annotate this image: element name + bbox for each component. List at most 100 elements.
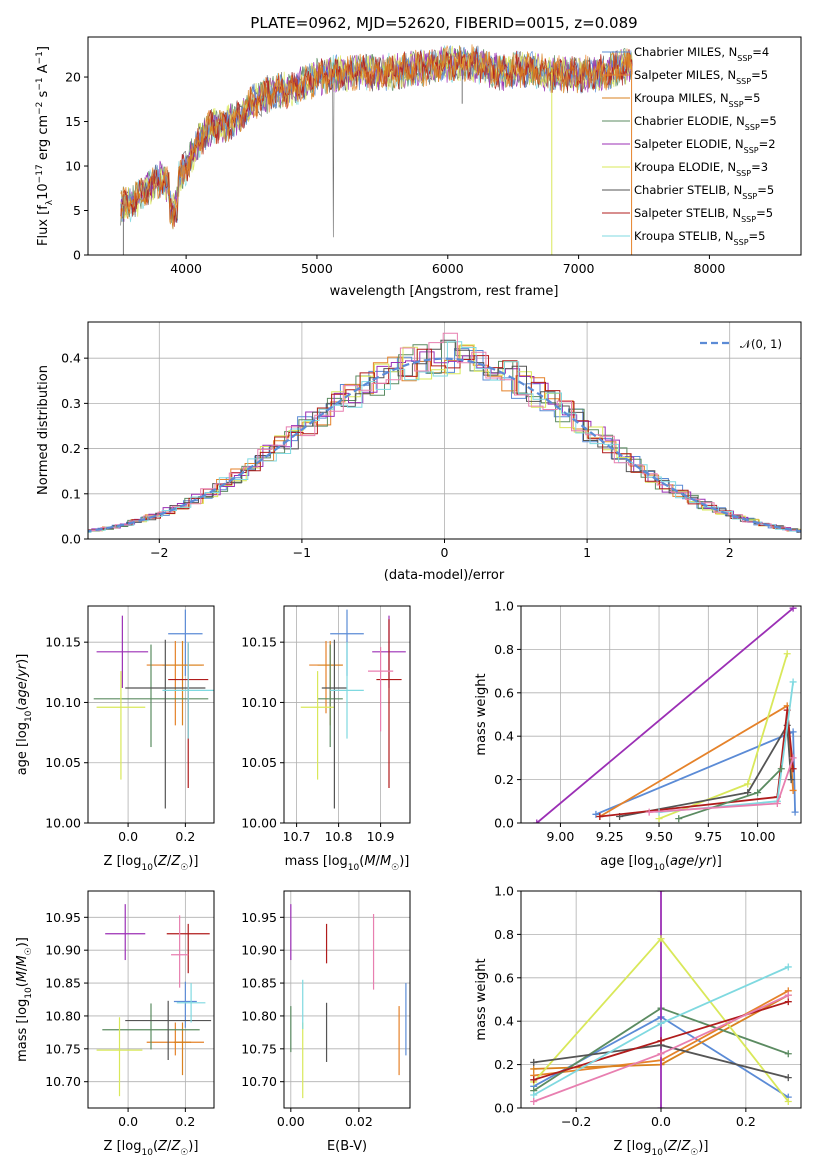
mass-weight-marker	[657, 1037, 665, 1045]
x-tick-label: 0.0	[118, 829, 138, 844]
mass-weight-marker	[530, 1058, 538, 1066]
y-tick-label: 20	[65, 70, 81, 85]
y-tick-label: 0.4	[61, 351, 81, 366]
x-tick-label: 4000	[170, 261, 202, 276]
x-axis-label: wavelength [Angstrom, rest frame]	[330, 284, 559, 299]
mass-weight-marker	[657, 1019, 665, 1027]
y-tick-label: 0.4	[494, 729, 514, 744]
mass-weight-marker	[787, 776, 795, 784]
mass-weight-marker	[657, 891, 665, 895]
histogram-step	[88, 332, 801, 533]
x-axis-label: Z [log10(Z/Z☉)]	[614, 1139, 709, 1158]
mass-weight-line	[619, 722, 792, 818]
errorbar-point	[300, 671, 335, 780]
legend-entry: Kroupa STELIB, NSSP=5	[634, 229, 765, 247]
age-vs-mass-panel: 10.7 10.8 10.9 10.00 10.05 10.10 10.15 mass [lo…	[241, 605, 411, 873]
y-tick-label: 10.95	[241, 910, 277, 925]
y-tick-label: 0.6	[494, 685, 514, 700]
x-tick-label: 10.7	[283, 829, 311, 844]
x-tick-label: 9.00	[547, 829, 575, 844]
y-tick-label: 10.75	[241, 1041, 277, 1056]
mass-weight-line	[536, 607, 794, 823]
y-tick-label: 10.05	[241, 755, 277, 770]
y-tick-label: 0	[73, 248, 81, 263]
legend-entry: Kroupa ELODIE, NSSP=3	[634, 160, 768, 178]
x-tick-label: 10.00	[740, 829, 776, 844]
errorbar-point	[105, 904, 146, 961]
plot-area	[530, 891, 792, 1108]
mass-weight-marker	[657, 935, 665, 943]
y-tick-label: 10.90	[241, 943, 277, 958]
x-tick-label: 8000	[694, 261, 726, 276]
y-tick-label: 0.3	[61, 396, 81, 411]
mass-weight-marker	[784, 1097, 792, 1105]
y-tick-label: 1.0	[494, 599, 514, 614]
errorbar-point	[176, 983, 206, 1023]
y-axis-label: mass weight	[474, 958, 489, 1040]
mass-weight-marker	[530, 1097, 538, 1105]
y-tick-label: 10.85	[45, 976, 81, 991]
errorbar-point	[171, 915, 189, 988]
x-tick-label: 10.8	[325, 829, 353, 844]
mass-vs-metallicity-panel: 0.0 0.2 10.70 10.75 10.80 10.85 10.90 10.95 Z [l…	[15, 890, 215, 1158]
mass-weight-marker	[744, 780, 752, 788]
errorbar-point	[93, 644, 209, 748]
plot-area	[93, 609, 214, 809]
y-tick-label: 0.2	[494, 772, 514, 787]
axes-frame	[87, 890, 215, 1109]
axes-frame	[283, 890, 411, 1109]
legend-entry: Salpeter MILES, NSSP=5	[634, 68, 768, 86]
errorbar-point	[173, 1022, 192, 1076]
x-axis-label: Z [log10(Z/Z☉)]	[104, 1139, 199, 1158]
plot-area	[300, 609, 406, 809]
mass-weight-marker	[784, 963, 792, 971]
mass-weight-marker	[789, 728, 797, 736]
mass-weight-marker	[783, 650, 791, 658]
x-tick-label: 1	[583, 545, 591, 560]
x-tick-label: 2	[726, 545, 734, 560]
y-axis-label: Normed distribution	[36, 365, 51, 495]
mass-weight-marker	[675, 815, 683, 823]
errorbar-point	[125, 1000, 212, 1060]
y-tick-label: 0.1	[61, 486, 81, 501]
errorbar-point	[317, 644, 343, 748]
x-tick-label: 10.9	[367, 829, 395, 844]
y-tick-label: 0.4	[494, 1014, 514, 1029]
y-tick-label: 0.8	[494, 642, 514, 657]
mass-weight-marker	[784, 1074, 792, 1082]
x-tick-label: 0.2	[736, 1114, 756, 1129]
mass-weight-marker	[655, 815, 663, 823]
y-tick-label: 15	[65, 114, 81, 129]
x-axis-label: Z [log10(Z/Z☉)]	[104, 854, 199, 873]
mass-weight-marker	[530, 1091, 538, 1099]
y-tick-label: 10.80	[45, 1008, 81, 1023]
legend-entry: Chabrier STELIB, NSSP=5	[634, 183, 774, 201]
errorbar-point	[368, 646, 394, 732]
spectrum-panel: 4000 5000 6000 7000 8000 0 5 10 15 20 wavelength […	[35, 36, 802, 299]
y-tick-label: 0.8	[494, 927, 514, 942]
y-tick-label: 10.75	[45, 1041, 81, 1056]
x-tick-label: 0	[441, 545, 449, 560]
errorbar-point	[330, 642, 364, 739]
legend-entry: Chabrier MILES, NSSP=4	[634, 45, 769, 63]
legend-entry: 𝒩(0, 1)	[740, 337, 782, 351]
mass-weight-line	[599, 704, 794, 818]
legend-entry: Salpeter STELIB, NSSP=5	[634, 206, 773, 224]
errorbar-point	[168, 609, 203, 676]
y-tick-label: 0.2	[61, 441, 81, 456]
y-tick-label: 10.85	[241, 976, 277, 991]
x-tick-label: 0.2	[175, 829, 195, 844]
x-tick-label: 0.02	[345, 1114, 373, 1129]
mass-weight-marker	[530, 1065, 538, 1073]
y-tick-label: 10.70	[241, 1074, 277, 1089]
x-tick-label: 0.00	[277, 1114, 305, 1129]
y-tick-label: 10.80	[241, 1008, 277, 1023]
y-tick-label: 10.00	[45, 816, 81, 831]
y-tick-label: 0.2	[494, 1057, 514, 1072]
errorbar-point	[162, 640, 203, 726]
mass-weight-marker	[533, 819, 541, 823]
errorbar-point	[146, 640, 204, 726]
plot-area	[120, 44, 633, 255]
x-tick-label: 0.0	[651, 1114, 671, 1129]
y-tick-label: 0.6	[494, 970, 514, 985]
